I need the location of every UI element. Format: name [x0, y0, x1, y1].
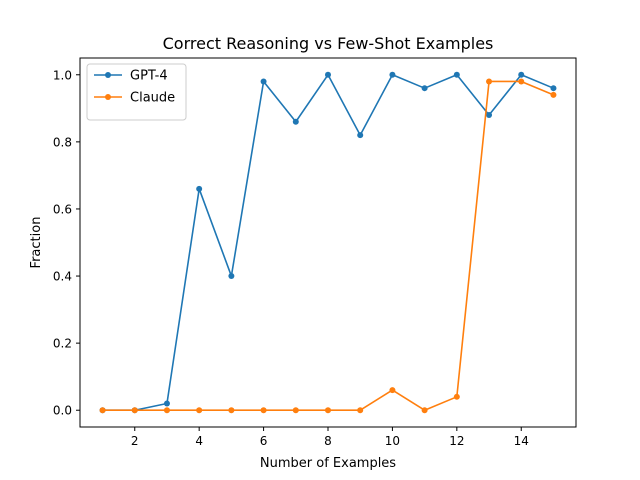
- legend-label-gpt-4: GPT-4: [130, 69, 168, 84]
- data-point-claude: [163, 407, 170, 414]
- y-tick-label: 0.4: [53, 270, 72, 284]
- data-point-claude: [260, 407, 267, 414]
- y-tick-label: 0.0: [53, 404, 72, 418]
- y-tick-label: 0.8: [53, 135, 72, 149]
- data-point-gpt-4: [550, 85, 557, 92]
- y-tick-label: 0.6: [53, 202, 72, 216]
- x-tick-label: 6: [260, 434, 268, 448]
- data-point-gpt-4: [453, 71, 460, 78]
- data-point-claude: [228, 407, 235, 414]
- legend-box: [86, 63, 187, 121]
- data-point-claude: [486, 78, 493, 85]
- x-tick-label: 10: [385, 434, 400, 448]
- data-point-claude: [518, 78, 525, 85]
- data-point-gpt-4: [518, 71, 525, 78]
- data-point-gpt-4: [228, 273, 235, 280]
- data-point-claude: [325, 407, 331, 414]
- data-point-gpt-4: [292, 118, 299, 125]
- data-point-claude: [389, 387, 396, 394]
- x-axis-label: Number of Examples: [260, 456, 396, 471]
- x-tick-label: 4: [195, 434, 203, 448]
- data-point-gpt-4: [325, 71, 331, 78]
- data-point-gpt-4: [196, 185, 203, 192]
- data-point-claude: [453, 393, 460, 400]
- data-point-claude: [357, 407, 364, 414]
- data-point-gpt-4: [421, 85, 428, 92]
- data-point-claude: [550, 91, 557, 98]
- data-point-gpt-4: [486, 112, 493, 119]
- data-point-gpt-4: [260, 78, 267, 85]
- legend-label-claude: Claude: [130, 91, 175, 106]
- y-tick-label: 0.2: [53, 337, 72, 351]
- y-tick-label: 1.0: [53, 68, 72, 82]
- data-point-claude: [292, 407, 299, 414]
- legend: GPT-4 Claude: [86, 63, 187, 121]
- legend-marker-gpt-4: [105, 72, 111, 78]
- data-point-gpt-4: [357, 132, 364, 139]
- data-point-claude: [196, 407, 203, 414]
- data-point-claude: [131, 407, 138, 414]
- data-point-claude: [421, 407, 428, 414]
- y-axis-label: Fraction: [29, 217, 44, 269]
- x-tick-label: 12: [449, 434, 464, 448]
- data-point-claude: [99, 407, 106, 414]
- x-tick-label: 8: [324, 434, 332, 448]
- x-tick-label: 2: [131, 434, 139, 448]
- chart-title: Correct Reasoning vs Few-Shot Examples: [163, 34, 494, 53]
- data-point-gpt-4: [163, 400, 170, 407]
- x-tick-label: 14: [514, 434, 529, 448]
- legend-marker-claude: [105, 94, 111, 100]
- data-point-gpt-4: [389, 71, 396, 78]
